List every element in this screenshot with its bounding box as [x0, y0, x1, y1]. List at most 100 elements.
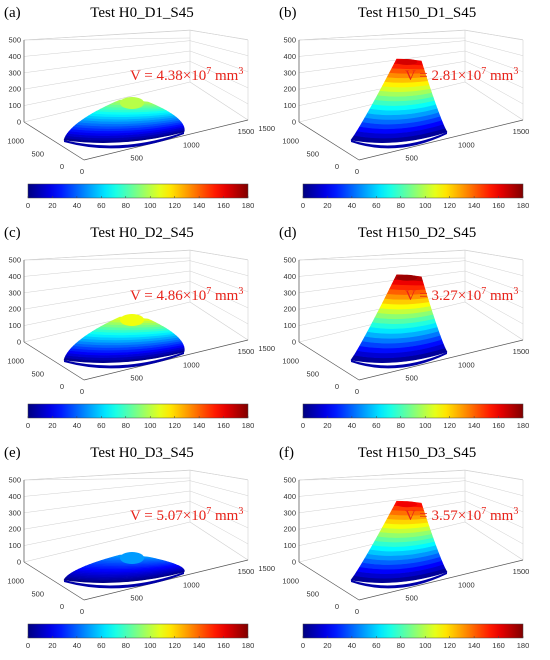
y-tick-label: 500	[306, 369, 319, 378]
colorbar	[27, 623, 249, 639]
y-tick-label: 500	[31, 149, 44, 158]
x-tick-label: 1500	[238, 567, 255, 576]
box-edge	[23, 521, 191, 563]
z-gridline	[23, 50, 191, 74]
z-gridline	[23, 270, 191, 294]
z-tick-label: 400	[8, 272, 21, 281]
z-gridline	[298, 250, 466, 261]
panel-label: (a)	[4, 5, 21, 21]
colorbar-tick-label: 140	[468, 421, 481, 430]
panel-title: Test H150_D1_S45	[358, 5, 477, 21]
panel-label: (e)	[4, 445, 21, 461]
box-edge	[23, 81, 191, 123]
x-axis-line	[358, 119, 524, 161]
y-axis-line	[298, 341, 360, 381]
z-gridline	[189, 270, 249, 293]
z-tick-label: 500	[8, 36, 21, 45]
surface-top	[119, 552, 145, 564]
colorbar-tick-label: 80	[122, 421, 130, 430]
z-gridline	[464, 50, 524, 73]
box-edge	[464, 301, 524, 341]
panel-label: (d)	[279, 225, 297, 241]
y-tick-label: 0	[335, 162, 339, 171]
y-tick-label: 1000	[282, 357, 299, 366]
z-gridline	[464, 281, 524, 309]
x-tick-label: 500	[130, 374, 143, 383]
y-axis-line	[298, 121, 360, 161]
y-tick-label: 1000	[7, 577, 24, 586]
x-tick-label: 1000	[183, 140, 200, 149]
panel: (e)Test H0_D3_S4501002003004005001500100…	[4, 445, 255, 650]
colorbar-tick-label: 100	[144, 641, 157, 650]
colorbar-tick-label: 160	[217, 421, 230, 430]
colorbar-tick-label: 60	[372, 421, 380, 430]
z-gridline	[23, 30, 191, 41]
z-tick-label: 200	[8, 525, 21, 534]
x-tick-label: 1000	[458, 360, 475, 369]
z-gridline	[464, 470, 524, 480]
panel-label: (f)	[279, 445, 294, 461]
z-gridline	[298, 50, 466, 74]
y-tick-label: 1000	[7, 137, 24, 146]
z-gridline	[464, 71, 524, 105]
z-tick-label: 100	[8, 101, 21, 110]
colorbar-tick-label: 80	[122, 201, 130, 210]
colorbar-tick-label: 120	[443, 421, 456, 430]
x-tick-label: 1000	[183, 580, 200, 589]
z-gridline	[189, 480, 249, 496]
z-tick-label: 500	[8, 476, 21, 485]
x-tick-label: 1500	[238, 347, 255, 356]
z-tick-label: 200	[283, 305, 296, 314]
panel-label: (c)	[4, 225, 21, 241]
z-tick-label: 500	[283, 36, 296, 45]
colorbar-tick-label: 100	[419, 201, 432, 210]
z-gridline	[298, 480, 466, 497]
colorbar-tick-label: 60	[97, 641, 105, 650]
colorbar-tick-label: 20	[48, 641, 56, 650]
z-gridline	[189, 50, 249, 73]
x-axis-line	[358, 559, 524, 601]
panel: (c)Test H0_D2_S4501002003004005001500100…	[4, 225, 255, 430]
z-tick-label: 400	[283, 492, 296, 501]
surface-base	[64, 352, 184, 369]
colorbar-tick-label: 60	[97, 421, 105, 430]
panel-title: Test H0_D3_S45	[90, 445, 194, 461]
z-tick-label: 500	[283, 476, 296, 485]
colorbar	[302, 623, 524, 639]
z-gridline	[464, 490, 524, 513]
z-gridline	[298, 40, 466, 57]
z-tick-label: 300	[8, 288, 21, 297]
colorbar-tick-label: 80	[397, 421, 405, 430]
colorbar-tick-label: 100	[144, 201, 157, 210]
z-tick-label: 400	[283, 52, 296, 61]
y-tick-label: 0	[335, 382, 339, 391]
colorbar-tick-label: 160	[492, 201, 505, 210]
z-tick-label: 200	[8, 305, 21, 314]
volume-label: V = 4.38×107 mm3	[130, 66, 243, 84]
colorbar-tick-label: 20	[323, 421, 331, 430]
x-tick-label: 500	[130, 154, 143, 163]
z-tick-label: 500	[283, 256, 296, 265]
z-gridline	[189, 30, 249, 40]
colorbar-tick-label: 0	[26, 641, 30, 650]
colorbar-tick-label: 60	[372, 201, 380, 210]
y-tick-label: 500	[31, 589, 44, 598]
colorbar-tick-label: 0	[301, 421, 305, 430]
z-gridline	[464, 40, 524, 56]
panel-label: (b)	[279, 5, 297, 21]
z-gridline	[23, 480, 191, 497]
colorbar-tick-label: 100	[419, 421, 432, 430]
surface-top	[396, 501, 418, 508]
surface-top	[119, 314, 145, 326]
colorbar-tick-label: 40	[73, 201, 81, 210]
z-tick-label: 400	[8, 52, 21, 61]
x-tick-label: 1500	[513, 127, 530, 136]
colorbar-tick-label: 100	[144, 421, 157, 430]
x-tick-label: 500	[405, 374, 418, 383]
z-gridline	[23, 511, 191, 546]
z-tick-label: 500	[8, 256, 21, 265]
z-gridline	[298, 281, 466, 310]
z-gridline	[464, 30, 524, 40]
z-tick-label: 200	[8, 85, 21, 94]
colorbar-tick-label: 20	[323, 641, 331, 650]
